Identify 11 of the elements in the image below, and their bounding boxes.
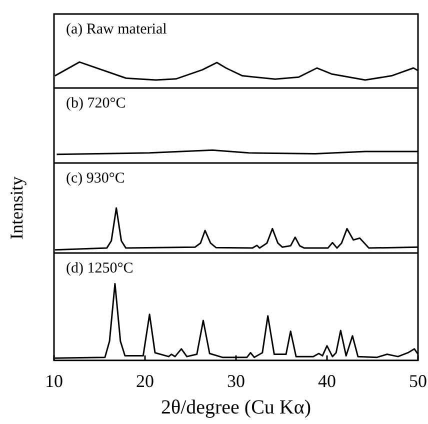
x-tick-label: 30: [227, 370, 245, 391]
x-tick-label: 10: [45, 370, 63, 391]
chart-title: (a) Raw material: [66, 21, 167, 38]
x-axis-title: 2θ/degree (Cu Kα): [160, 396, 312, 418]
x-tick-label: 20: [136, 370, 154, 391]
y-axis-title: Intensity: [6, 176, 27, 240]
x-tick-label: 40: [318, 370, 336, 391]
chart-title: (c) 930°C: [66, 170, 125, 186]
x-tick-label: 50: [409, 370, 427, 391]
chart-title: (b) 720°C: [66, 95, 126, 112]
chart-title: (d) 1250°C: [66, 260, 134, 276]
